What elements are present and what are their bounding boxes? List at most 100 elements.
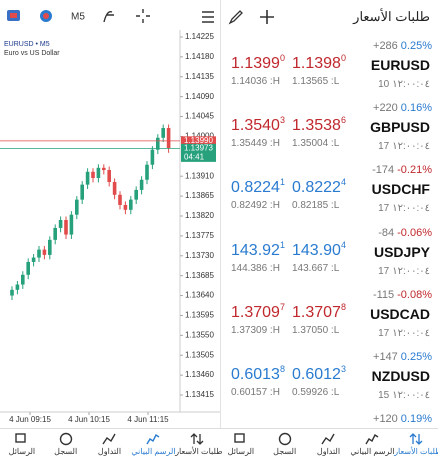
tab-glyph (365, 433, 379, 445)
bid: 0.82241 (231, 177, 285, 197)
nav-tab[interactable]: السجل (44, 429, 88, 463)
nav-tab[interactable]: طلبات الأسعار (394, 429, 438, 463)
tab-icon (146, 433, 160, 445)
candle-body (112, 181, 117, 195)
spread: 17 (378, 327, 390, 339)
nav-tab[interactable]: الرسم البياني (131, 429, 176, 463)
change: +120 0.19% (373, 413, 432, 425)
y-tick-label: 1.14000 (185, 132, 214, 141)
candle-body (80, 184, 84, 200)
nav-tab[interactable]: السجل (263, 429, 307, 463)
bid-label: 1.13973 (184, 143, 213, 152)
symbol[interactable]: GBPUSD (370, 119, 430, 136)
ask: 1.13980 (292, 53, 346, 73)
time: ١٢:٠٠:٠٤ (392, 79, 430, 90)
tab-icon (190, 433, 204, 445)
indicator-icon-inner (43, 13, 49, 19)
nav-tab[interactable]: التداول (88, 429, 132, 463)
change: +220 0.16% (373, 102, 432, 114)
ask-label-bg (181, 136, 216, 146)
time: ١٢:٠٠:٠٤ (392, 141, 430, 153)
y-tick-label: 1.14045 (185, 112, 214, 121)
time: ١٢:٠٠:٠٤ (392, 390, 430, 401)
nav-tab[interactable]: الرسائل (0, 429, 44, 463)
chart-pane: M5 EURUSD • M5 Euro vs US Dollar 1.14225… (0, 9, 220, 424)
ask-price: 0.8222 (292, 179, 341, 197)
bid: 0.60138 (231, 364, 285, 384)
change-points: +147 (373, 351, 398, 363)
symbol[interactable]: USDJPY (373, 243, 430, 260)
time-row: 10 ١٢:٠٠:٠٤ (378, 79, 430, 90)
tab-label: الرسائل (8, 447, 36, 456)
y-tick-label: 1.13550 (185, 330, 214, 339)
countdown: 04:41 (184, 152, 205, 161)
menu-icon[interactable] (202, 11, 214, 23)
tab-label: الرسم البياني (131, 447, 176, 456)
ask-pip: 3 (340, 364, 346, 374)
candle-body (15, 284, 20, 290)
ask-label: 1.13990 (184, 136, 213, 145)
tab-icon (365, 433, 379, 445)
quote-toolbar (202, 10, 274, 25)
bid-pip: 7 (279, 301, 285, 312)
y-tick-label: 1.13595 (185, 311, 214, 320)
ask-pip: 4 (340, 177, 346, 188)
nav-tab[interactable]: طلبات الأسعار (175, 429, 222, 463)
tab-icon (409, 433, 423, 445)
add-icon[interactable] (260, 10, 274, 24)
function-icon[interactable] (103, 11, 114, 23)
y-tick-label: 1.14135 (185, 72, 214, 81)
edit-icon[interactable] (228, 10, 243, 25)
ask-price: 0.6012 (292, 366, 341, 383)
low: 143.667 :L (292, 262, 340, 274)
change-percent: -0.08% (397, 288, 432, 301)
tab-glyph (409, 433, 423, 445)
symbol[interactable]: USDCHF (371, 181, 430, 198)
low: 1.13565 :L (292, 76, 340, 87)
x-tick-label: 4 Jun 09:15 (9, 415, 51, 424)
tab-label: طلبات الأسعار (394, 447, 438, 456)
bid-price: 0.6013 (231, 366, 280, 383)
bid-price: 1.3709 (231, 303, 280, 321)
y-tick-label: 1.14090 (185, 92, 214, 101)
bid-pip: 1 (279, 239, 285, 250)
high: 144.386 :H (231, 262, 280, 274)
time-row: 15 ١٢:٠٠:٠٤ (378, 390, 430, 401)
time: ١٢:٠٠:٠٤ (392, 265, 430, 277)
y-tick-label: 1.13865 (185, 191, 214, 200)
bid-pip: 8 (279, 364, 285, 374)
high: 1.37309 :H (231, 324, 280, 336)
quotes-title: طلبات الأسعار (353, 9, 430, 24)
tab-label: الرسم البياني (350, 447, 395, 456)
nav-tab[interactable]: التداول (307, 429, 351, 463)
tab-glyph (278, 432, 291, 446)
low: 1.35004 :L (292, 138, 340, 150)
tab-glyph (234, 433, 245, 443)
timeframe[interactable]: M5 (71, 12, 85, 23)
tab-label: السجل (273, 447, 297, 456)
tab-icon (278, 432, 291, 446)
low: 0.59926 :L (292, 387, 340, 398)
y-tick-label: 1.13730 (185, 251, 214, 260)
y-tick-label: 1.14225 (185, 32, 214, 41)
tab-glyph (321, 433, 336, 445)
nav-tab[interactable]: الرسائل (219, 429, 263, 463)
candle-body (161, 128, 165, 138)
change-points: -115 (372, 288, 395, 301)
candle-body (31, 257, 36, 262)
crosshair-icon[interactable] (136, 9, 150, 23)
x-tick-label: 4 Jun 11:15 (127, 415, 169, 424)
y-tick-label: 1.13910 (185, 171, 214, 180)
candle-body (129, 199, 133, 210)
low: 0.82185 :L (292, 200, 340, 212)
nav-tab[interactable]: الرسم البياني (350, 429, 395, 463)
symbol[interactable]: NZDUSD (371, 368, 430, 384)
symbol[interactable]: EURUSD (370, 57, 430, 73)
change-points: -84 (378, 226, 395, 239)
symbol[interactable]: USDCAD (370, 305, 430, 322)
candle-body (145, 164, 149, 180)
ask: 1.37078 (292, 302, 346, 322)
candle-body (48, 239, 52, 255)
bid-pip: 0 (279, 53, 285, 63)
tab-icon (59, 432, 72, 446)
